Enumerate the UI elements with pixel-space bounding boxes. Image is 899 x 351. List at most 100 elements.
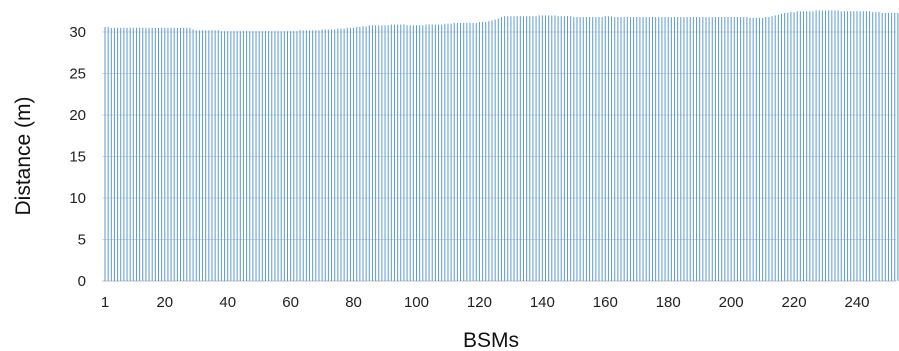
bar [762,17,764,281]
bar [343,28,345,282]
bar [233,31,235,282]
bar [349,27,351,281]
bar [589,17,591,282]
bar [765,17,767,282]
bar [176,27,178,281]
bar [573,17,575,282]
bar [460,22,462,282]
bar [494,19,496,282]
bar [541,15,543,282]
bar [667,17,669,282]
bar [444,23,446,281]
bar [217,30,219,282]
bar [629,17,631,282]
y-tick-label: 25 [69,66,86,83]
bar [456,22,458,282]
bar [220,31,222,282]
bar [818,10,820,281]
bar [239,31,241,282]
bar [227,31,229,282]
bar [356,27,358,281]
bar [365,26,367,281]
bar [202,30,204,282]
bar [705,17,707,282]
bar [296,31,298,282]
bar [702,17,704,282]
bar [884,12,886,281]
bar [825,10,827,281]
bar [677,17,679,282]
x-tick-label: 160 [593,294,618,311]
bar [236,31,238,282]
bar [755,17,757,281]
bar [721,17,723,282]
bar [843,11,845,281]
bar [123,27,125,281]
bar [475,22,477,282]
bar [422,25,424,281]
bar [620,17,622,282]
bar [309,30,311,282]
bar [796,11,798,281]
bar [686,17,688,282]
bar [529,16,531,281]
bar [126,27,128,281]
bar [497,18,499,281]
bar [604,16,606,281]
bar [192,29,194,282]
bar [390,24,392,282]
bar [264,31,266,282]
bar [771,16,773,281]
bar [208,30,210,282]
bar [837,10,839,281]
bar [255,31,257,282]
bar [504,16,506,281]
bar [375,25,377,281]
bar [526,16,528,281]
bar [371,25,373,281]
x-tick-label: 140 [530,294,555,311]
x-tick-label: 100 [404,294,429,311]
bar [538,15,540,282]
bar [784,12,786,281]
bar [617,17,619,282]
x-tick-label: 220 [782,294,807,311]
bar [507,16,509,281]
bar [626,17,628,282]
bar [154,27,156,281]
bar [623,17,625,282]
bar [708,17,710,282]
bar [148,27,150,281]
bar [186,27,188,281]
bar [519,16,521,281]
bar [283,31,285,282]
bar [198,30,200,282]
x-tick-label: 240 [844,294,869,311]
bar [875,12,877,282]
bar [438,24,440,282]
y-tick-label: 10 [69,190,86,207]
bar [409,25,411,281]
bar [453,22,455,282]
bar [856,11,858,281]
x-tick-label: 40 [219,294,236,311]
bar [563,16,565,281]
bar [400,24,402,282]
bar [535,16,537,281]
bar [570,16,572,281]
bar [878,12,880,282]
bar [853,11,855,281]
y-axis-ticks: 0 5 10 15 20 25 30 [69,24,86,290]
bar [447,23,449,281]
bar [384,25,386,281]
bar [560,16,562,281]
bar [491,20,493,281]
bar [740,17,742,282]
bar [362,26,364,281]
bar [803,11,805,281]
bar [478,22,480,281]
bar [859,11,861,281]
bar [834,10,836,281]
bar [249,31,251,282]
